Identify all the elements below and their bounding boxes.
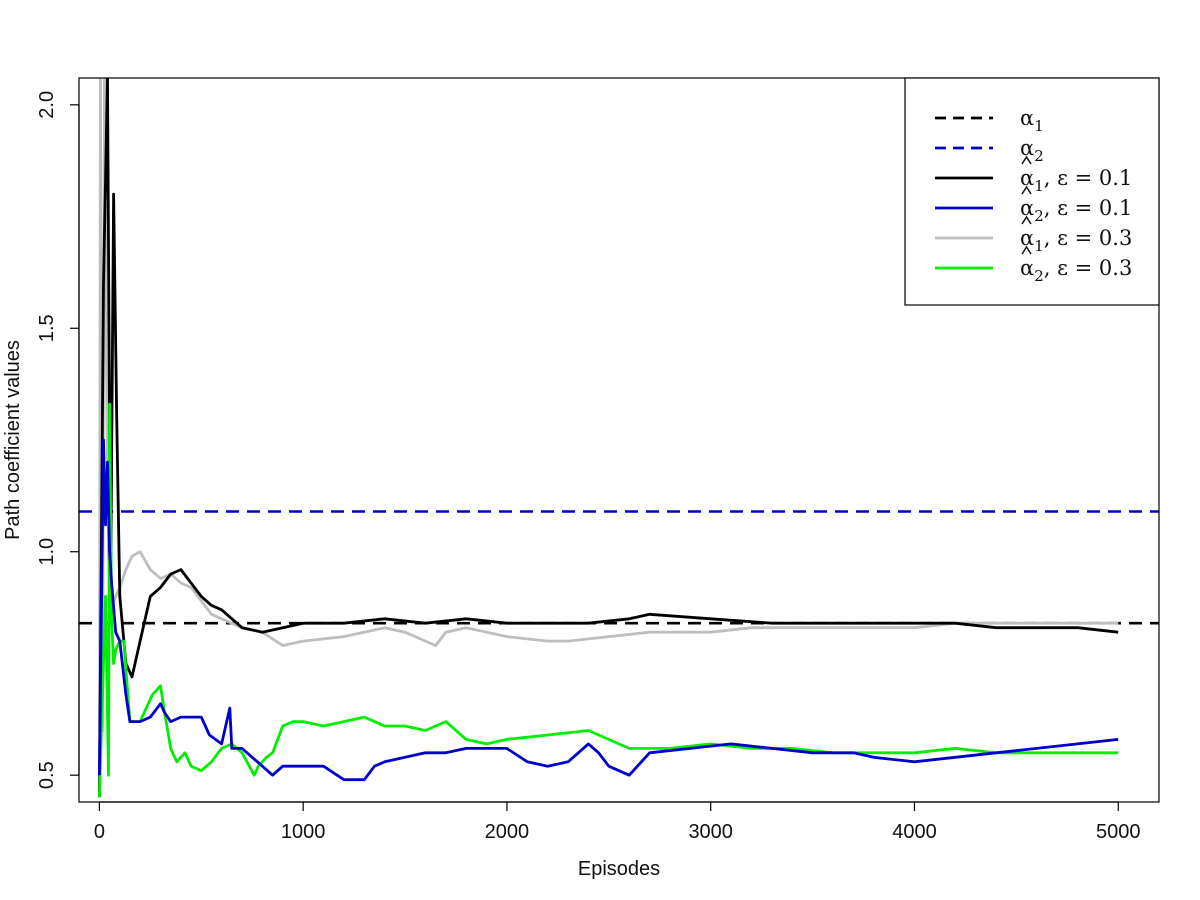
legend-label: α2, ε = 0.1 [1020, 196, 1132, 225]
legend-symbol: α [1020, 166, 1034, 190]
legend-suffix: , ε = 0.1 [1044, 196, 1133, 220]
legend-subscript: 2 [1034, 207, 1044, 225]
x-axis: 0 1000 2000 3000 4000 5000 [94, 801, 1141, 843]
legend-subscript: 1 [1034, 177, 1044, 195]
legend-label: α2 [1020, 136, 1044, 165]
legend-label: α1 [1020, 106, 1044, 135]
x-tick-label: 3000 [688, 821, 733, 843]
y-tick-label: 0.5 [36, 761, 58, 789]
x-axis-label: Episodes [578, 858, 660, 880]
legend-suffix: , ε = 0.3 [1044, 256, 1133, 280]
x-tick-label: 0 [94, 821, 105, 843]
series-lines [98, 78, 1119, 798]
y-axis-label: Path coefficient values [2, 340, 24, 540]
y-axis: 0.5 1.0 1.5 2.0 [36, 91, 80, 789]
legend-symbol: α [1020, 196, 1034, 220]
hat-accent [1021, 215, 1032, 225]
x-tick-label: 1000 [281, 821, 326, 843]
legend-symbol: α [1020, 226, 1034, 250]
y-tick-label: 2.0 [36, 91, 58, 119]
legend-symbol: α [1020, 106, 1034, 130]
legend-label: α2, ε = 0.3 [1020, 256, 1132, 285]
legend-symbol: α [1020, 136, 1034, 160]
x-tick-label: 2000 [485, 821, 530, 843]
hat-accent [1021, 245, 1032, 255]
legend-suffix: , ε = 0.1 [1044, 166, 1133, 190]
hat-accent [1021, 185, 1032, 195]
legend-label: α1, ε = 0.3 [1020, 226, 1132, 255]
y-tick-label: 1.5 [36, 314, 58, 342]
legend-subscript: 1 [1034, 237, 1044, 255]
y-tick-label: 1.0 [36, 538, 58, 566]
x-tick-label: 5000 [1096, 821, 1141, 843]
reference-lines [79, 510, 1159, 625]
legend-subscript: 2 [1034, 267, 1044, 285]
legend-subscript: 2 [1034, 147, 1044, 165]
legend-label: α1, ε = 0.1 [1020, 166, 1132, 195]
legend-subscript: 1 [1034, 117, 1044, 135]
series-line-4 [98, 402, 1119, 798]
hat-accent [1021, 155, 1032, 165]
series-line-2 [98, 438, 1119, 782]
x-tick-label: 4000 [892, 821, 937, 843]
legend-symbol: α [1020, 256, 1034, 280]
legend-suffix: , ε = 0.3 [1044, 226, 1133, 250]
